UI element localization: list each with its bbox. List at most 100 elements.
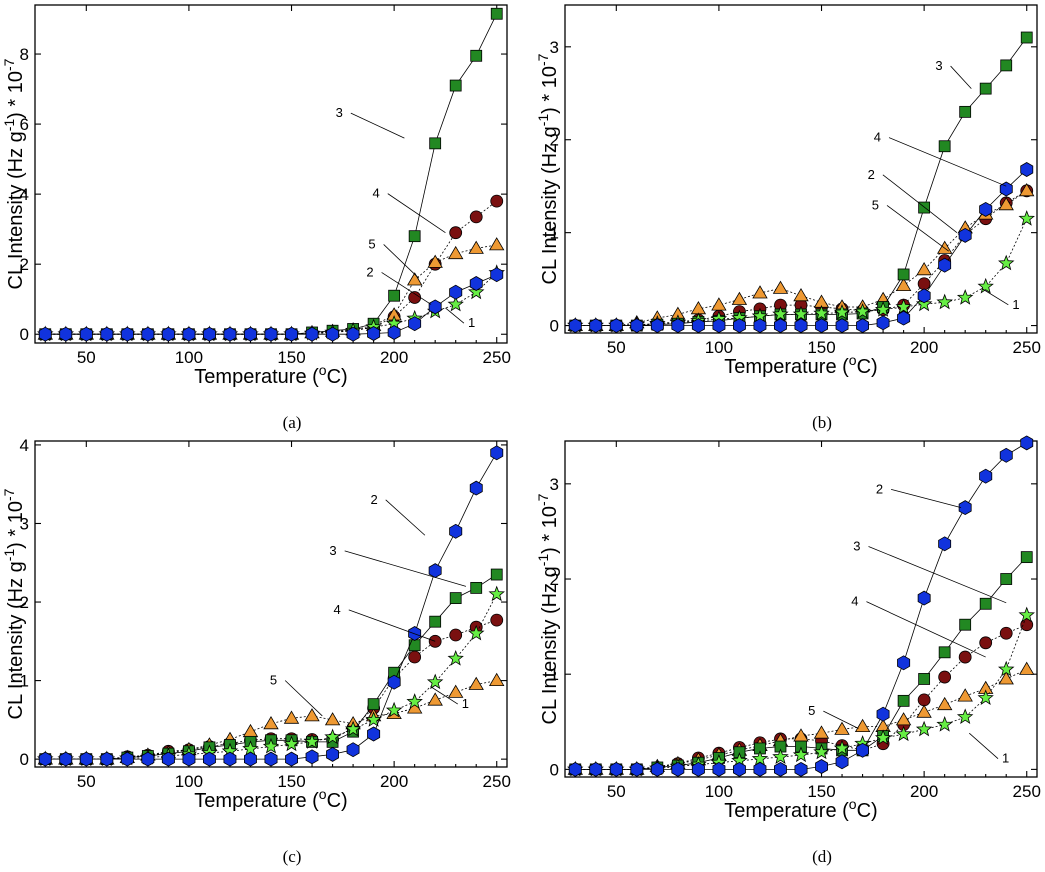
series-3 <box>39 7 503 341</box>
data-point-series-2 <box>59 326 73 342</box>
x-tick-label: 150 <box>277 348 305 367</box>
data-point-series-2 <box>449 284 463 300</box>
x-axis-title: Temperature (oC) <box>724 352 877 378</box>
x-tick-label: 200 <box>380 772 408 791</box>
data-point-series-2 <box>876 315 890 331</box>
data-point-series-1 <box>1018 210 1035 226</box>
data-point-series-2 <box>161 751 175 767</box>
annotation-label-2: 2 <box>366 264 373 279</box>
x-tick-label: 200 <box>380 348 408 367</box>
data-point-series-2 <box>305 749 319 765</box>
data-point-series-4 <box>469 210 483 224</box>
annotation-label-4: 4 <box>334 602 341 617</box>
annotation-leader-4 <box>866 601 986 658</box>
y-axis-title: CL Intensity (Hz g-1) * 10-7 <box>535 53 561 284</box>
data-point-series-5 <box>407 272 423 286</box>
data-point-series-2 <box>408 316 422 332</box>
data-point-series-2 <box>79 751 93 767</box>
series-line-3 <box>45 574 497 760</box>
data-point-series-1 <box>874 729 892 745</box>
data-point-series-2 <box>774 318 787 334</box>
data-point-series-4 <box>408 291 422 304</box>
data-point-series-4 <box>408 650 422 664</box>
data-point-series-2 <box>589 318 603 334</box>
data-point-series-4 <box>958 650 972 664</box>
data-point-series-2 <box>141 326 155 342</box>
data-point-series-2 <box>999 447 1013 463</box>
data-point-series-1 <box>936 715 953 732</box>
x-tick-label: 150 <box>807 338 835 357</box>
data-point-series-1 <box>854 302 871 319</box>
series-line-1 <box>575 218 1028 326</box>
y-tick-label: 6 <box>20 115 29 134</box>
panel-a: 50 100 150 200 250 0 2 4 6 8 Temperature (oC) CL In… <box>1 4 511 388</box>
data-point-series-3 <box>449 79 462 92</box>
annotation-label-1: 1 <box>468 315 475 330</box>
data-point-series-2 <box>568 761 582 777</box>
data-point-series-2 <box>938 257 952 273</box>
annotation-leader-4 <box>888 137 1007 187</box>
data-point-series-3 <box>449 592 462 605</box>
data-point-series-2 <box>182 751 196 767</box>
y-tick-label: 1 <box>550 665 559 684</box>
data-point-series-1 <box>262 737 280 754</box>
data-point-series-2 <box>917 288 931 304</box>
data-point-series-1 <box>833 303 851 320</box>
x-tick-label: 50 <box>607 782 626 801</box>
annotation-label-3: 3 <box>329 543 336 558</box>
data-point-series-2 <box>59 751 73 767</box>
data-point-series-1 <box>813 743 830 760</box>
data-point-series-1 <box>447 649 464 666</box>
series-2 <box>38 445 504 767</box>
data-point-series-3 <box>918 201 931 214</box>
series-line-5 <box>45 680 497 760</box>
x-axis-title: Temperature (oC) <box>724 796 877 822</box>
data-point-series-3 <box>367 698 380 711</box>
data-point-series-2 <box>120 326 134 342</box>
data-point-series-2 <box>856 742 869 758</box>
panel-label-c: (c) <box>283 847 302 866</box>
data-point-series-2 <box>609 761 623 777</box>
data-point-series-3 <box>979 597 992 610</box>
x-tick-label: 50 <box>77 348 96 367</box>
data-point-series-5 <box>489 237 505 251</box>
data-point-series-5 <box>916 262 932 276</box>
data-point-series-3 <box>408 230 421 243</box>
annotation-label-2: 2 <box>370 492 377 507</box>
series-5 <box>37 237 505 340</box>
y-axis-title: CL Intensity (Hz g-1) * 10-7 <box>1 58 27 289</box>
data-point-series-3 <box>429 615 442 628</box>
series-line-3 <box>575 37 1028 326</box>
data-point-series-2 <box>202 751 216 767</box>
data-point-series-2 <box>428 299 442 315</box>
data-point-series-3 <box>897 268 910 281</box>
y-axis-title: CL Intensity (Hz g-1) * 10-7 <box>535 493 561 724</box>
data-point-series-1 <box>772 305 789 322</box>
data-point-series-2 <box>223 326 237 342</box>
data-point-series-2 <box>979 201 993 217</box>
data-point-series-1 <box>813 304 830 321</box>
annotation-label-5: 5 <box>270 673 277 688</box>
series-3 <box>569 31 1033 332</box>
annotation-label-1: 1 <box>1002 751 1009 766</box>
data-point-series-4 <box>449 628 463 642</box>
data-point-series-1 <box>488 585 505 602</box>
x-tick-label: 50 <box>77 772 96 791</box>
data-point-series-5 <box>813 725 830 739</box>
data-point-series-5 <box>998 671 1014 685</box>
data-point-series-2 <box>691 318 705 334</box>
data-point-series-1 <box>833 739 851 756</box>
x-tick-label: 150 <box>807 782 835 801</box>
data-point-series-1 <box>977 689 994 706</box>
data-point-series-2 <box>733 761 746 777</box>
data-point-series-4 <box>917 693 931 707</box>
panel-d: 50 100 150 200 250 0 1 2 3 Temperature (oC) CL Int… <box>535 435 1041 822</box>
data-point-series-5 <box>711 297 727 311</box>
data-point-series-5 <box>854 718 871 732</box>
plot-frame <box>564 4 1038 334</box>
data-point-series-2 <box>835 318 849 334</box>
data-point-series-2 <box>264 751 278 767</box>
data-point-series-5 <box>731 291 748 305</box>
annotation-leader-2 <box>890 488 962 509</box>
data-point-series-2 <box>100 751 114 767</box>
